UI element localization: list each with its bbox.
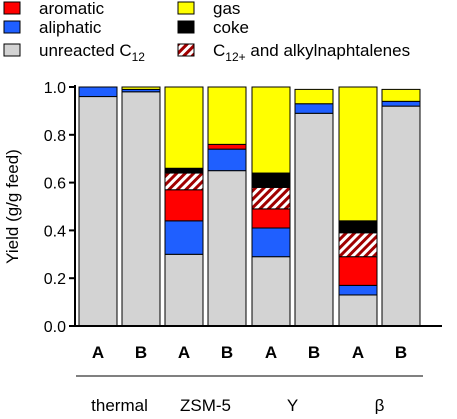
legend-label-subscript: 12+ <box>225 50 245 64</box>
bar-2-segment-4 <box>164 167 204 174</box>
y-axis-title: Yield (g/g feed) <box>3 149 22 264</box>
legend-label-3: coke <box>213 18 249 37</box>
bar-2-segment-3 <box>164 172 204 191</box>
bars <box>78 86 421 327</box>
bar-0-segment-0 <box>78 96 118 327</box>
y-tick-label-2: 0.4 <box>44 223 66 240</box>
legend-label-4: unreacted C12 <box>39 41 145 64</box>
legend-label-text: unreacted C <box>39 41 132 60</box>
bar-1-segment-0 <box>121 91 161 327</box>
group-label-1: ZSM-5 <box>180 396 231 414</box>
bar-0-segment-1 <box>78 86 118 98</box>
category-label-7: B <box>395 343 407 362</box>
bar-2-segment-1 <box>164 220 204 255</box>
legend-label-text: coke <box>213 18 249 37</box>
y-tick-label-1: 0.2 <box>44 271 66 288</box>
legend-label-text: aliphatic <box>39 18 102 37</box>
legend-swatch-0 <box>3 1 21 15</box>
bar-6-segment-5 <box>338 86 378 222</box>
group-label-0: thermal <box>91 396 148 414</box>
group-label-3: β <box>375 396 385 414</box>
legend-label-5: C12+ and alkylnaphtalenes <box>213 41 410 64</box>
bar-7-segment-1 <box>381 100 421 107</box>
y-tick-label-5: 1.0 <box>44 80 66 97</box>
legend-label-0: aromatic <box>39 0 105 18</box>
bar-2-segment-2 <box>164 189 204 222</box>
bar-2-segment-5 <box>164 86 204 169</box>
bar-5-segment-1 <box>294 103 334 114</box>
bar-7-segment-0 <box>381 105 421 327</box>
bar-3-segment-5 <box>207 86 247 145</box>
legend-swatch-1 <box>177 1 195 15</box>
category-label-3: B <box>221 343 233 362</box>
bar-3-segment-0 <box>207 170 247 327</box>
bar-4-segment-1 <box>251 227 291 258</box>
bar-5-segment-0 <box>294 112 334 327</box>
legend-label-suffix: and alkylnaphtalenes <box>246 41 410 60</box>
bar-4-segment-3 <box>251 186 291 210</box>
bar-7-segment-5 <box>381 88 421 102</box>
legend-label-text: gas <box>213 0 240 18</box>
legend-label-2: aliphatic <box>39 18 102 37</box>
legend-label-text: C <box>213 41 225 60</box>
legend-label-1: gas <box>213 0 240 18</box>
bar-6-segment-3 <box>338 232 378 258</box>
bar-4-segment-4 <box>251 172 291 188</box>
bar-4-segment-5 <box>251 86 291 174</box>
bar-1-segment-5 <box>121 86 161 90</box>
y-tick-label-3: 0.6 <box>44 176 66 193</box>
category-label-5: B <box>308 343 320 362</box>
y-tick-label-0: 0.0 <box>44 319 66 336</box>
bar-3-segment-1 <box>207 148 247 172</box>
category-label-4: A <box>265 343 277 362</box>
category-label-1: B <box>135 343 147 362</box>
legend-label-text: aromatic <box>39 0 105 18</box>
category-label-0: A <box>92 343 104 362</box>
bar-4-segment-2 <box>251 208 291 229</box>
category-label-6: A <box>352 343 364 362</box>
group-label-2: Y <box>287 396 298 414</box>
bar-3-segment-2 <box>207 143 247 150</box>
category-label-2: A <box>178 343 190 362</box>
legend-swatch-3 <box>177 20 195 34</box>
bar-4-segment-0 <box>251 256 291 327</box>
bar-6-segment-0 <box>338 294 378 327</box>
bar-2-segment-0 <box>164 253 204 327</box>
legend-swatch-4 <box>3 43 21 57</box>
bar-5-segment-5 <box>294 88 334 105</box>
legend-label-subscript: 12 <box>132 50 146 64</box>
bar-6-segment-4 <box>338 220 378 234</box>
y-tick-label-4: 0.8 <box>44 128 66 145</box>
bar-6-segment-2 <box>338 256 378 286</box>
legend-swatch-5 <box>177 43 195 57</box>
axes: 0.0 0.2 0.4 0.6 0.8 1.0 Yield (g/g feed) <box>3 80 442 336</box>
legend-swatch-2 <box>3 20 21 34</box>
bar-6-segment-1 <box>338 284 378 296</box>
